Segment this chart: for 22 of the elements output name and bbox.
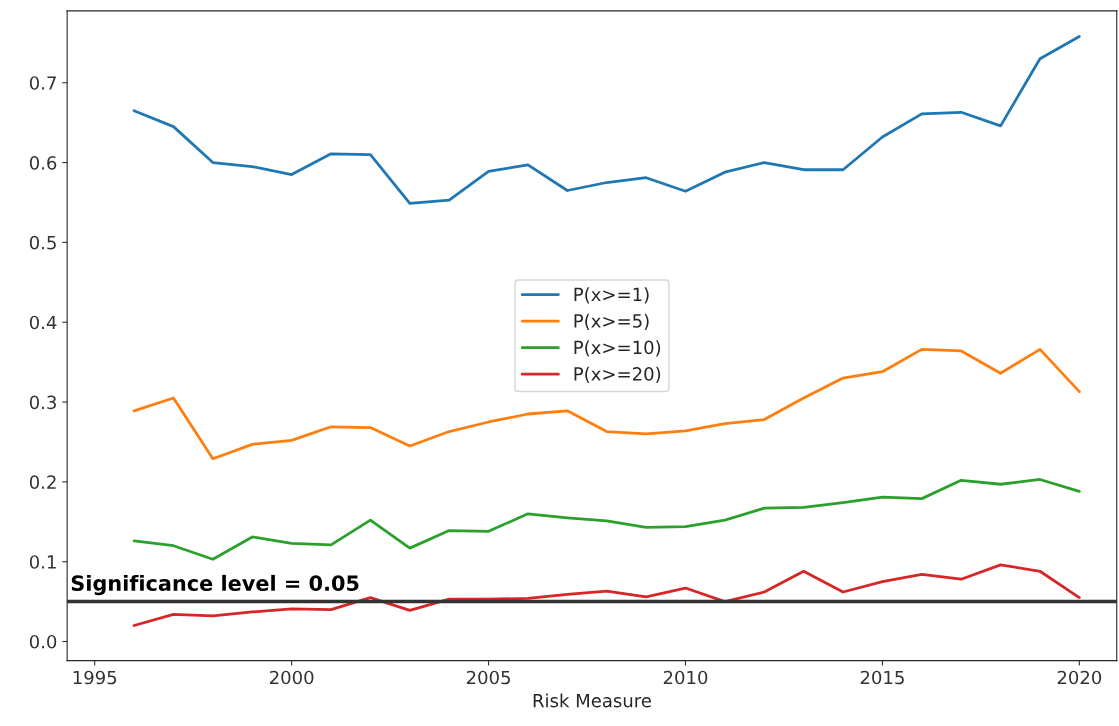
y-tick-label: 0.0 [29, 634, 57, 649]
y-tick-label: 0.2 [29, 475, 56, 489]
x-tick-label: 2015 [860, 670, 904, 685]
legend-label: P(x>=20) [574, 366, 661, 383]
x-tick-label: 2005 [466, 670, 510, 685]
legend-label: P(x>=1) [574, 287, 649, 304]
x-tick-label: 1995 [73, 670, 117, 685]
ref-line-label: Significance level = 0.05 [71, 574, 359, 596]
legend-label: P(x>=5) [574, 313, 649, 330]
x-tick-label: 2010 [663, 670, 708, 685]
y-tick-label: 0.7 [29, 76, 56, 90]
x-tick-label: 2000 [269, 670, 314, 685]
line-series [132, 478, 1081, 561]
y-tick-label: 0.1 [29, 555, 56, 569]
y-tick-label: 0.4 [29, 315, 57, 330]
y-tick-label: 0.6 [29, 156, 57, 170]
legend-label: P(x>=10) [574, 340, 661, 357]
line-series [132, 35, 1081, 205]
x-axis-title: Risk Measure [533, 693, 651, 708]
y-tick-label: 0.3 [29, 395, 56, 410]
x-tick-label: 2020 [1057, 670, 1102, 685]
y-tick-label: 0.5 [29, 235, 56, 250]
